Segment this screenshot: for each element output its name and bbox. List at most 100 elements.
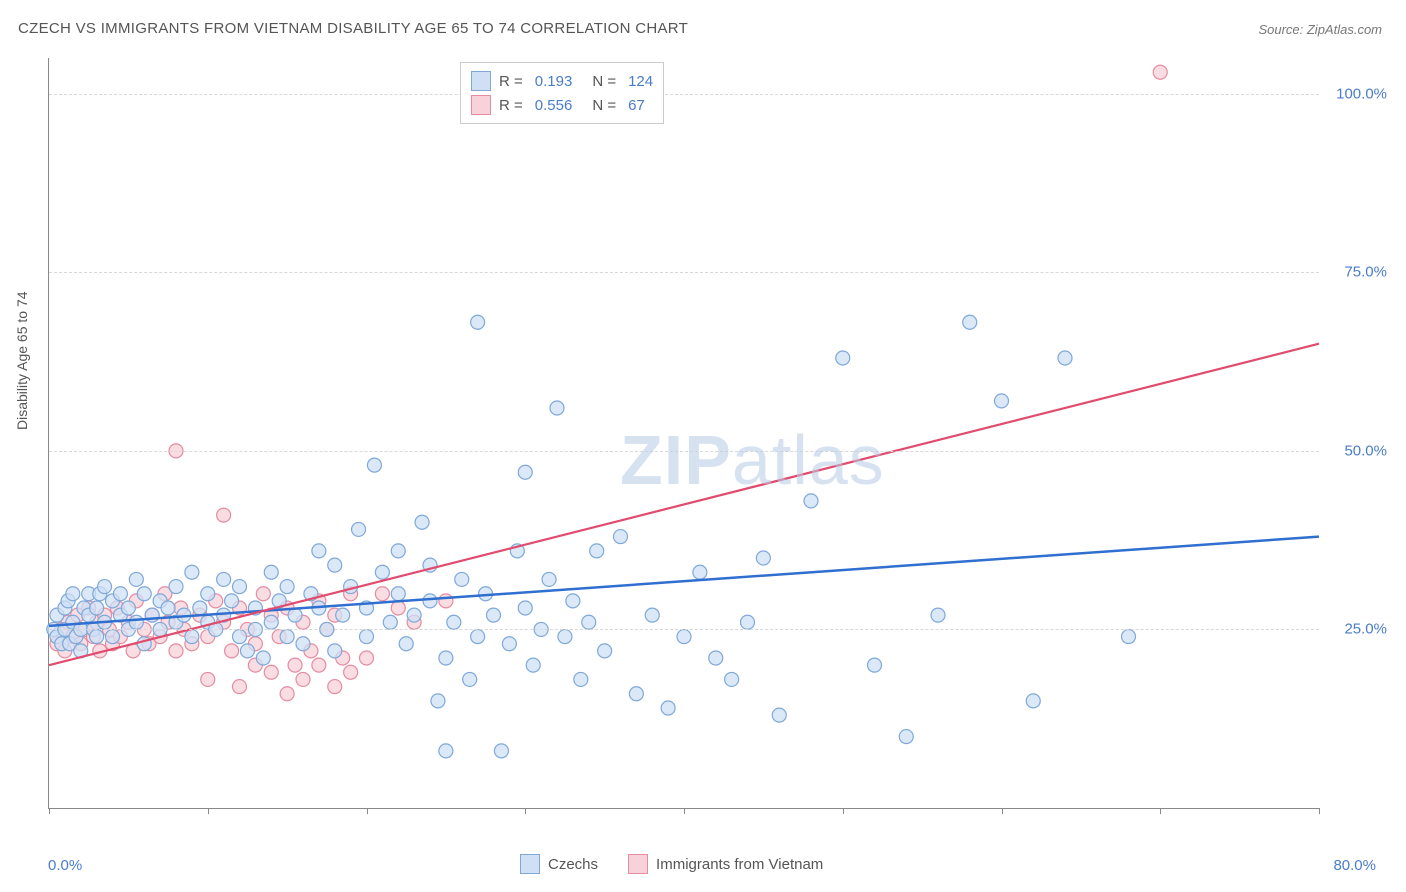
data-point (526, 658, 540, 672)
data-point (614, 530, 628, 544)
y-tick-label: 100.0% (1336, 85, 1387, 102)
n-value: 124 (628, 73, 653, 90)
x-tick (1319, 808, 1320, 814)
data-point (113, 587, 127, 601)
y-tick-label: 50.0% (1344, 442, 1387, 459)
data-point (1026, 694, 1040, 708)
data-point (804, 494, 818, 508)
data-point (629, 687, 643, 701)
data-point (296, 672, 310, 686)
data-point (360, 630, 374, 644)
data-point (494, 744, 508, 758)
data-point (677, 630, 691, 644)
data-point (375, 587, 389, 601)
legend-item: Immigrants from Vietnam (628, 854, 823, 874)
data-point (582, 615, 596, 629)
legend-label: Immigrants from Vietnam (656, 856, 823, 873)
data-point (328, 558, 342, 572)
data-point (399, 637, 413, 651)
data-point (264, 615, 278, 629)
x-tick (367, 808, 368, 814)
data-point (328, 644, 342, 658)
data-point (836, 351, 850, 365)
data-point (328, 680, 342, 694)
data-point (129, 615, 143, 629)
x-tick (49, 808, 50, 814)
data-point (598, 644, 612, 658)
data-point (709, 651, 723, 665)
data-point (367, 458, 381, 472)
data-point (423, 594, 437, 608)
data-point (868, 658, 882, 672)
data-point (233, 630, 247, 644)
gridline (49, 94, 1319, 95)
legend-row: R =0.193N =124 (471, 69, 653, 93)
data-point (391, 601, 405, 615)
data-point (193, 601, 207, 615)
data-point (1122, 630, 1136, 644)
data-point (280, 630, 294, 644)
data-point (185, 565, 199, 579)
data-point (463, 672, 477, 686)
data-point (98, 580, 112, 594)
legend-swatch (628, 854, 648, 874)
data-point (518, 601, 532, 615)
data-point (280, 580, 294, 594)
data-point (471, 315, 485, 329)
data-point (288, 608, 302, 622)
r-value: 0.556 (535, 97, 573, 114)
data-point (899, 730, 913, 744)
legend-swatch (520, 854, 540, 874)
data-point (264, 665, 278, 679)
gridline (49, 451, 1319, 452)
data-point (439, 744, 453, 758)
data-point (693, 565, 707, 579)
gridline (49, 272, 1319, 273)
data-point (106, 630, 120, 644)
data-point (225, 594, 239, 608)
data-point (90, 630, 104, 644)
source-label: Source: ZipAtlas.com (1258, 22, 1382, 37)
data-point (407, 608, 421, 622)
data-point (439, 651, 453, 665)
data-point (518, 465, 532, 479)
x-tick (208, 808, 209, 814)
x-axis-max-label: 80.0% (1333, 857, 1376, 874)
data-point (590, 544, 604, 558)
data-point (90, 601, 104, 615)
trend-line (49, 344, 1319, 665)
data-point (256, 651, 270, 665)
data-point (121, 601, 135, 615)
data-point (352, 522, 366, 536)
y-tick-label: 75.0% (1344, 264, 1387, 281)
n-label: N = (592, 97, 616, 114)
data-point (344, 665, 358, 679)
x-tick (843, 808, 844, 814)
x-axis-min-label: 0.0% (48, 857, 82, 874)
data-point (256, 587, 270, 601)
data-point (741, 615, 755, 629)
data-point (542, 572, 556, 586)
data-point (296, 637, 310, 651)
gridline (49, 629, 1319, 630)
data-point (391, 544, 405, 558)
data-point (360, 651, 374, 665)
data-point (66, 587, 80, 601)
y-tick-label: 25.0% (1344, 621, 1387, 638)
data-point (447, 615, 461, 629)
data-point (288, 658, 302, 672)
series-legend: CzechsImmigrants from Vietnam (520, 854, 823, 874)
data-point (645, 608, 659, 622)
data-point (415, 515, 429, 529)
data-point (169, 580, 183, 594)
data-point (756, 551, 770, 565)
data-point (336, 608, 350, 622)
data-point (566, 594, 580, 608)
data-point (772, 708, 786, 722)
data-point (383, 615, 397, 629)
data-point (931, 608, 945, 622)
data-point (233, 680, 247, 694)
data-point (161, 601, 175, 615)
data-point (550, 401, 564, 415)
data-point (431, 694, 445, 708)
